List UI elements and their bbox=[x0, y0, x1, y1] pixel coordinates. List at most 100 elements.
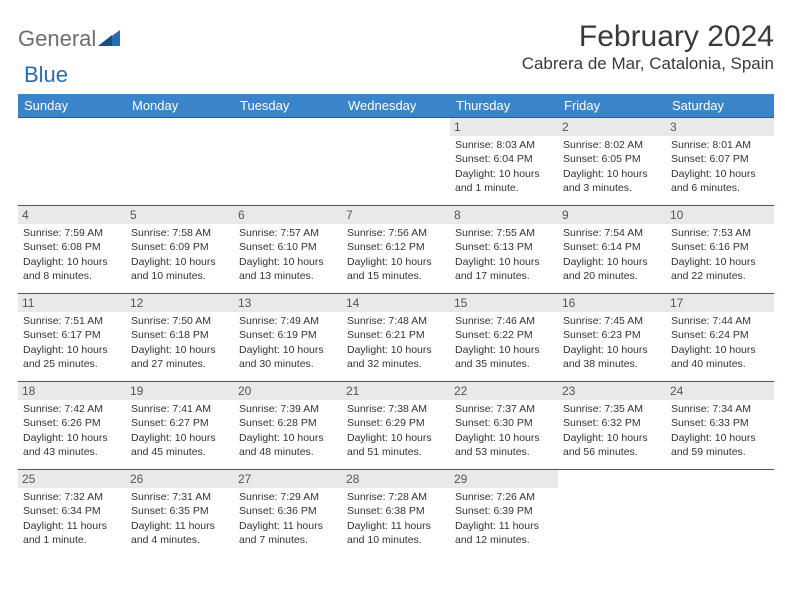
sunrise-text: Sunrise: 7:26 AM bbox=[455, 490, 553, 504]
sunrise-text: Sunrise: 7:54 AM bbox=[563, 226, 661, 240]
calendar-table: Sunday Monday Tuesday Wednesday Thursday… bbox=[18, 94, 774, 558]
calendar-cell: 6Sunrise: 7:57 AMSunset: 6:10 PMDaylight… bbox=[234, 206, 342, 294]
day-number: 10 bbox=[666, 206, 774, 224]
calendar-cell: 22Sunrise: 7:37 AMSunset: 6:30 PMDayligh… bbox=[450, 382, 558, 470]
daylight-text: Daylight: 10 hours and 8 minutes. bbox=[23, 255, 121, 283]
sunset-text: Sunset: 6:09 PM bbox=[131, 240, 229, 254]
sunset-text: Sunset: 6:34 PM bbox=[23, 504, 121, 518]
sunrise-text: Sunrise: 8:01 AM bbox=[671, 138, 769, 152]
daylight-text: Daylight: 11 hours and 7 minutes. bbox=[239, 519, 337, 547]
sunrise-text: Sunrise: 7:39 AM bbox=[239, 402, 337, 416]
sunset-text: Sunset: 6:24 PM bbox=[671, 328, 769, 342]
sunrise-text: Sunrise: 8:02 AM bbox=[563, 138, 661, 152]
sunrise-text: Sunrise: 7:50 AM bbox=[131, 314, 229, 328]
calendar-cell: 12Sunrise: 7:50 AMSunset: 6:18 PMDayligh… bbox=[126, 294, 234, 382]
day-number: 22 bbox=[450, 382, 558, 400]
sunset-text: Sunset: 6:16 PM bbox=[671, 240, 769, 254]
calendar-row: 11Sunrise: 7:51 AMSunset: 6:17 PMDayligh… bbox=[18, 294, 774, 382]
day-number: 13 bbox=[234, 294, 342, 312]
calendar-cell: 10Sunrise: 7:53 AMSunset: 6:16 PMDayligh… bbox=[666, 206, 774, 294]
sunrise-text: Sunrise: 7:55 AM bbox=[455, 226, 553, 240]
sunset-text: Sunset: 6:10 PM bbox=[239, 240, 337, 254]
daylight-text: Daylight: 10 hours and 22 minutes. bbox=[671, 255, 769, 283]
sunset-text: Sunset: 6:33 PM bbox=[671, 416, 769, 430]
sunrise-text: Sunrise: 7:51 AM bbox=[23, 314, 121, 328]
sunrise-text: Sunrise: 7:38 AM bbox=[347, 402, 445, 416]
calendar-cell: 7Sunrise: 7:56 AMSunset: 6:12 PMDaylight… bbox=[342, 206, 450, 294]
day-number: 16 bbox=[558, 294, 666, 312]
sunset-text: Sunset: 6:08 PM bbox=[23, 240, 121, 254]
sunset-text: Sunset: 6:19 PM bbox=[239, 328, 337, 342]
calendar-cell bbox=[342, 118, 450, 206]
sunrise-text: Sunrise: 7:58 AM bbox=[131, 226, 229, 240]
day-header: Tuesday bbox=[234, 94, 342, 118]
sunrise-text: Sunrise: 7:32 AM bbox=[23, 490, 121, 504]
daylight-text: Daylight: 10 hours and 15 minutes. bbox=[347, 255, 445, 283]
calendar-cell: 23Sunrise: 7:35 AMSunset: 6:32 PMDayligh… bbox=[558, 382, 666, 470]
calendar-cell: 18Sunrise: 7:42 AMSunset: 6:26 PMDayligh… bbox=[18, 382, 126, 470]
daylight-text: Daylight: 10 hours and 32 minutes. bbox=[347, 343, 445, 371]
day-number: 28 bbox=[342, 470, 450, 488]
daylight-text: Daylight: 10 hours and 17 minutes. bbox=[455, 255, 553, 283]
day-header: Monday bbox=[126, 94, 234, 118]
calendar-cell: 1Sunrise: 8:03 AMSunset: 6:04 PMDaylight… bbox=[450, 118, 558, 206]
day-number: 2 bbox=[558, 118, 666, 136]
day-number: 18 bbox=[18, 382, 126, 400]
day-number: 15 bbox=[450, 294, 558, 312]
sunset-text: Sunset: 6:29 PM bbox=[347, 416, 445, 430]
calendar-row: 1Sunrise: 8:03 AMSunset: 6:04 PMDaylight… bbox=[18, 118, 774, 206]
calendar-row: 18Sunrise: 7:42 AMSunset: 6:26 PMDayligh… bbox=[18, 382, 774, 470]
sunset-text: Sunset: 6:04 PM bbox=[455, 152, 553, 166]
sunset-text: Sunset: 6:12 PM bbox=[347, 240, 445, 254]
calendar-cell: 13Sunrise: 7:49 AMSunset: 6:19 PMDayligh… bbox=[234, 294, 342, 382]
day-number: 23 bbox=[558, 382, 666, 400]
calendar-header: Sunday Monday Tuesday Wednesday Thursday… bbox=[18, 94, 774, 118]
calendar-cell: 2 Sunrise: 8:02 AMSunset: 6:05 PMDaylight… bbox=[558, 118, 666, 206]
day-header: Saturday bbox=[666, 94, 774, 118]
calendar-body: 1Sunrise: 8:03 AMSunset: 6:04 PMDaylight… bbox=[18, 118, 774, 558]
calendar-cell: 28Sunrise: 7:28 AMSunset: 6:38 PMDayligh… bbox=[342, 470, 450, 558]
daylight-text: Daylight: 10 hours and 53 minutes. bbox=[455, 431, 553, 459]
calendar-row: 4Sunrise: 7:59 AMSunset: 6:08 PMDaylight… bbox=[18, 206, 774, 294]
sunrise-text: Sunrise: 7:35 AM bbox=[563, 402, 661, 416]
calendar-cell: 17Sunrise: 7:44 AMSunset: 6:24 PMDayligh… bbox=[666, 294, 774, 382]
brand-logo: General bbox=[18, 20, 120, 52]
sunset-text: Sunset: 6:23 PM bbox=[563, 328, 661, 342]
daylight-text: Daylight: 10 hours and 27 minutes. bbox=[131, 343, 229, 371]
daylight-text: Daylight: 10 hours and 45 minutes. bbox=[131, 431, 229, 459]
day-number: 29 bbox=[450, 470, 558, 488]
day-number: 7 bbox=[342, 206, 450, 224]
day-number: 27 bbox=[234, 470, 342, 488]
day-header: Thursday bbox=[450, 94, 558, 118]
daylight-text: Daylight: 10 hours and 30 minutes. bbox=[239, 343, 337, 371]
sunset-text: Sunset: 6:05 PM bbox=[563, 152, 661, 166]
daylight-text: Daylight: 10 hours and 3 minutes. bbox=[563, 167, 661, 195]
sunrise-text: Sunrise: 7:34 AM bbox=[671, 402, 769, 416]
sunset-text: Sunset: 6:21 PM bbox=[347, 328, 445, 342]
calendar-cell: 4Sunrise: 7:59 AMSunset: 6:08 PMDaylight… bbox=[18, 206, 126, 294]
sunrise-text: Sunrise: 7:45 AM bbox=[563, 314, 661, 328]
calendar-cell: 24Sunrise: 7:34 AMSunset: 6:33 PMDayligh… bbox=[666, 382, 774, 470]
daylight-text: Daylight: 10 hours and 10 minutes. bbox=[131, 255, 229, 283]
daylight-text: Daylight: 11 hours and 4 minutes. bbox=[131, 519, 229, 547]
daylight-text: Daylight: 10 hours and 59 minutes. bbox=[671, 431, 769, 459]
daylight-text: Daylight: 10 hours and 35 minutes. bbox=[455, 343, 553, 371]
day-number: 20 bbox=[234, 382, 342, 400]
calendar-cell: 3Sunrise: 8:01 AMSunset: 6:07 PMDaylight… bbox=[666, 118, 774, 206]
sunset-text: Sunset: 6:13 PM bbox=[455, 240, 553, 254]
calendar-cell: 21Sunrise: 7:38 AMSunset: 6:29 PMDayligh… bbox=[342, 382, 450, 470]
daylight-text: Daylight: 10 hours and 1 minute. bbox=[455, 167, 553, 195]
calendar-cell: 5Sunrise: 7:58 AMSunset: 6:09 PMDaylight… bbox=[126, 206, 234, 294]
day-number: 19 bbox=[126, 382, 234, 400]
day-number: 3 bbox=[666, 118, 774, 136]
sunrise-text: Sunrise: 7:48 AM bbox=[347, 314, 445, 328]
calendar-cell: 26Sunrise: 7:31 AMSunset: 6:35 PMDayligh… bbox=[126, 470, 234, 558]
sunrise-text: Sunrise: 7:37 AM bbox=[455, 402, 553, 416]
daylight-text: Daylight: 10 hours and 48 minutes. bbox=[239, 431, 337, 459]
calendar-cell bbox=[126, 118, 234, 206]
sunset-text: Sunset: 6:07 PM bbox=[671, 152, 769, 166]
daylight-text: Daylight: 10 hours and 43 minutes. bbox=[23, 431, 121, 459]
sunrise-text: Sunrise: 7:29 AM bbox=[239, 490, 337, 504]
calendar-row: 25Sunrise: 7:32 AMSunset: 6:34 PMDayligh… bbox=[18, 470, 774, 558]
daylight-text: Daylight: 10 hours and 40 minutes. bbox=[671, 343, 769, 371]
